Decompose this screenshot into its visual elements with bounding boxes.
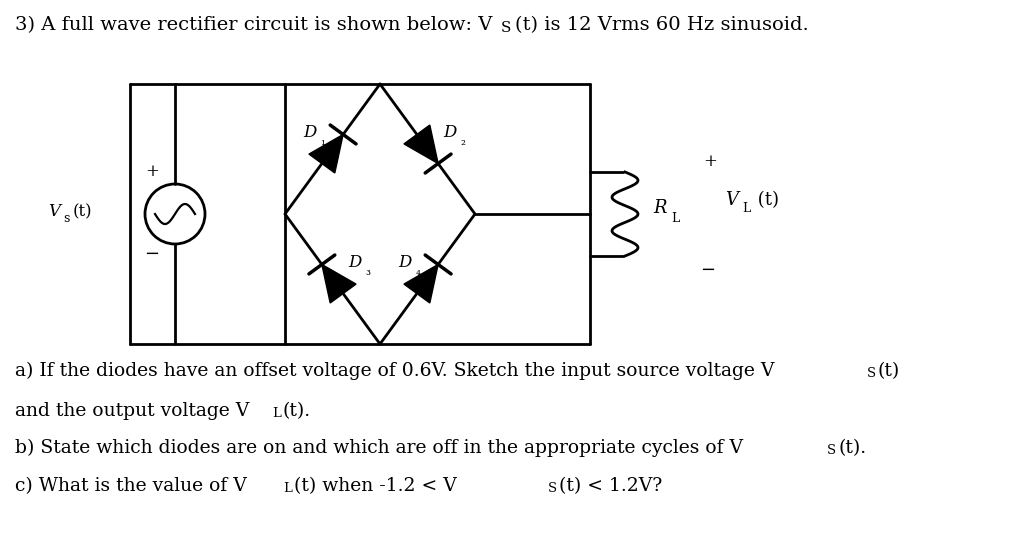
Text: D: D <box>398 254 412 271</box>
Text: (t) is 12 Vrms 60 Hz sinusoid.: (t) is 12 Vrms 60 Hz sinusoid. <box>515 16 809 34</box>
Polygon shape <box>403 125 438 163</box>
Text: S: S <box>867 367 877 380</box>
Text: −: − <box>144 245 160 263</box>
Text: ₃: ₃ <box>366 265 371 278</box>
Text: s: s <box>63 213 70 225</box>
Polygon shape <box>309 135 343 173</box>
Text: L: L <box>272 407 281 420</box>
Text: −: − <box>700 261 716 279</box>
Text: ₄: ₄ <box>416 265 421 278</box>
Polygon shape <box>403 264 438 303</box>
Text: (t).: (t). <box>283 402 311 420</box>
Text: L: L <box>671 211 679 224</box>
Text: ₁: ₁ <box>321 135 326 148</box>
Text: L: L <box>283 482 292 495</box>
Text: S: S <box>827 444 837 457</box>
Text: (t) < 1.2V?: (t) < 1.2V? <box>559 477 663 495</box>
Text: +: + <box>703 153 717 170</box>
Text: D: D <box>443 124 457 141</box>
Text: (t): (t) <box>752 191 779 209</box>
Text: V: V <box>48 203 60 221</box>
Text: S: S <box>501 21 511 35</box>
Text: +: + <box>145 163 159 180</box>
Text: c) What is the value of V: c) What is the value of V <box>15 477 247 495</box>
Text: D: D <box>303 124 316 141</box>
Text: R: R <box>653 199 667 217</box>
Text: a) If the diodes have an offset voltage of 0.6V. Sketch the input source voltage: a) If the diodes have an offset voltage … <box>15 362 774 380</box>
Text: V: V <box>725 191 738 209</box>
Text: (t): (t) <box>73 203 92 221</box>
Polygon shape <box>322 264 356 303</box>
Text: (t): (t) <box>878 362 900 380</box>
Text: S: S <box>548 482 557 495</box>
Text: (t).: (t). <box>838 439 866 457</box>
Text: and the output voltage V: and the output voltage V <box>15 402 249 420</box>
Text: ₂: ₂ <box>461 135 466 148</box>
Text: D: D <box>348 254 361 271</box>
Text: 3) A full wave rectifier circuit is shown below: V: 3) A full wave rectifier circuit is show… <box>15 16 493 34</box>
Text: L: L <box>742 202 751 216</box>
Text: (t) when -1.2 < V: (t) when -1.2 < V <box>294 477 457 495</box>
Text: b) State which diodes are on and which are off in the appropriate cycles of V: b) State which diodes are on and which a… <box>15 439 743 457</box>
